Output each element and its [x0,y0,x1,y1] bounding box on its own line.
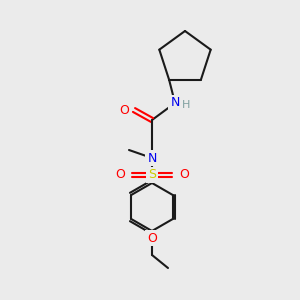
Text: O: O [119,103,129,116]
Text: O: O [115,169,125,182]
Text: O: O [179,169,189,182]
Text: N: N [170,97,180,110]
Text: O: O [147,232,157,244]
Text: S: S [148,169,156,182]
Text: H: H [182,100,190,110]
Text: N: N [147,152,157,164]
